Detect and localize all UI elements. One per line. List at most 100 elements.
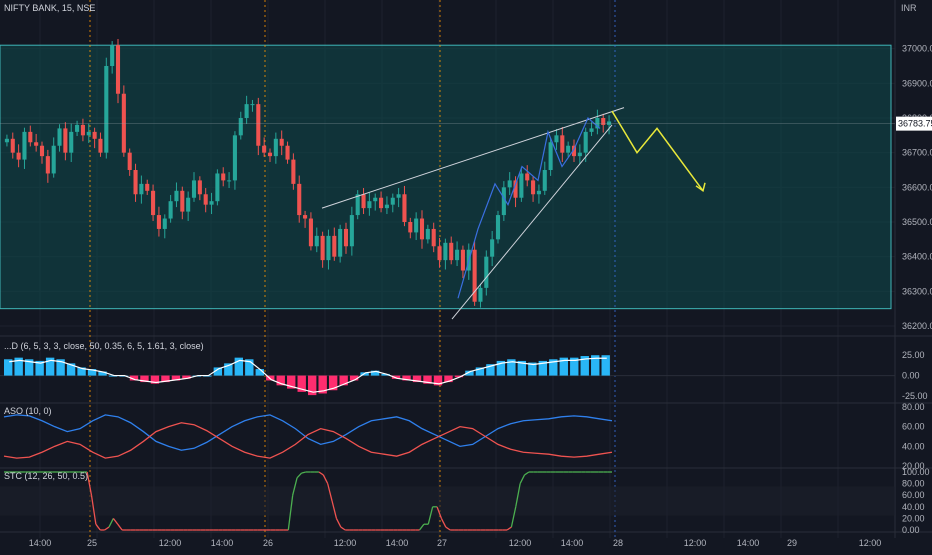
osc-histogram-bar — [108, 375, 118, 377]
candle-body — [69, 131, 74, 153]
osc-histogram-bar — [370, 370, 380, 376]
candle-body — [98, 138, 103, 153]
osc-histogram-bar — [391, 375, 401, 379]
forecast-path — [611, 110, 704, 192]
osc-histogram-bar — [580, 356, 589, 376]
price-axis-label: 36400.00 — [902, 252, 932, 262]
osc-histogram-bar — [140, 375, 149, 383]
osc-histogram-bar — [287, 375, 296, 389]
stc-title: STC (12, 26, 50, 0.5) — [4, 471, 88, 481]
osc-histogram-bar — [412, 375, 422, 383]
aso-axis-label: 40.00 — [902, 441, 925, 451]
candle-body — [384, 204, 389, 209]
candle-body — [39, 145, 45, 157]
time-axis-label: 26 — [263, 538, 273, 548]
candle-body — [332, 235, 337, 257]
candle-body — [571, 145, 577, 157]
candle-body — [408, 222, 413, 233]
osc-histogram-bar — [129, 375, 139, 381]
candle-body — [525, 173, 530, 181]
osc-histogram-bar — [486, 364, 495, 376]
candle-body — [314, 235, 319, 247]
osc-histogram-bar — [433, 375, 443, 386]
stc-axis-label: 40.00 — [902, 502, 925, 512]
osc-signal-line — [9, 357, 607, 393]
aso-axis-label: 60.00 — [902, 422, 925, 432]
price-axis-label: 36600.00 — [902, 182, 932, 192]
price-axis-label: 36300.00 — [902, 286, 932, 296]
candle-body — [16, 152, 21, 160]
candle-body — [250, 104, 255, 106]
osc-histogram-bar — [517, 360, 527, 376]
candle-body — [203, 194, 208, 205]
stc-segment — [292, 477, 298, 496]
candle-body — [355, 194, 360, 216]
candle-body — [519, 173, 524, 198]
osc-histogram-bar — [87, 369, 97, 376]
candle-body — [232, 135, 237, 181]
osc-histogram-bar — [171, 375, 181, 381]
candle-body — [379, 197, 384, 209]
candle-body — [22, 131, 27, 160]
osc-histogram-bar — [45, 357, 55, 376]
candle-body — [4, 138, 9, 143]
stc-segment — [322, 474, 329, 484]
candle-body — [174, 190, 179, 202]
candle-body — [490, 239, 495, 257]
candle-body — [197, 180, 202, 195]
osc-histogram-bar — [381, 373, 390, 376]
candle-body — [560, 135, 565, 153]
wedge-upper-line — [321, 107, 625, 209]
time-axis-label: 12:00 — [334, 538, 357, 548]
candle-body — [45, 156, 50, 174]
osc-histogram-bar — [297, 375, 306, 392]
candle-body — [104, 66, 109, 153]
stc-segment — [419, 523, 425, 531]
time-axis-label: 14:00 — [386, 538, 409, 548]
candle-body — [425, 228, 430, 240]
time-axis-label: 12:00 — [509, 538, 532, 548]
osc-histogram-bar — [549, 359, 558, 376]
candle-body — [472, 249, 477, 302]
candle-body — [75, 124, 80, 132]
osc-histogram-bar — [245, 359, 254, 376]
stc-segment — [95, 523, 101, 531]
price-axis-label: 36200.00 — [902, 321, 932, 331]
stc-segment — [117, 523, 123, 531]
osc-histogram-bar — [528, 362, 537, 376]
aso-axis-label: 20.00 — [902, 461, 925, 471]
candle-body — [145, 183, 150, 191]
candle-body — [285, 145, 290, 160]
candle-body — [396, 194, 401, 198]
candle-body — [121, 93, 126, 153]
candle-body — [595, 118, 600, 129]
candle-body — [361, 194, 366, 209]
stc-segment — [112, 518, 119, 525]
stc-segment — [296, 472, 302, 479]
stc-segment — [440, 518, 447, 528]
osc-histogram-bar — [56, 359, 65, 376]
osc-title: ...D (6, 5, 3, 3, close, 50, 0.35, 6, 5,… — [4, 341, 204, 351]
candle-body — [133, 170, 138, 195]
osc-histogram-bar — [182, 375, 191, 379]
candle-body — [501, 187, 506, 216]
time-axis-label: 14:00 — [737, 538, 760, 548]
stc-segment — [335, 518, 342, 528]
candle-body — [127, 152, 132, 170]
osc-histogram-bar — [24, 359, 34, 376]
time-axis-label: 14:00 — [211, 538, 234, 548]
osc-histogram-bar — [423, 375, 432, 384]
candle-body — [531, 180, 536, 195]
candle-body — [343, 228, 349, 247]
last-price-value: 36783.75 — [898, 119, 932, 129]
candle-body — [589, 128, 594, 132]
osc-histogram-bar — [454, 375, 464, 378]
candle-body — [601, 118, 606, 125]
osc-histogram-bar — [570, 357, 579, 376]
candle-body — [320, 235, 325, 261]
currency-label: INR — [901, 3, 917, 13]
candle-body — [279, 138, 284, 146]
candle-body — [297, 183, 302, 216]
